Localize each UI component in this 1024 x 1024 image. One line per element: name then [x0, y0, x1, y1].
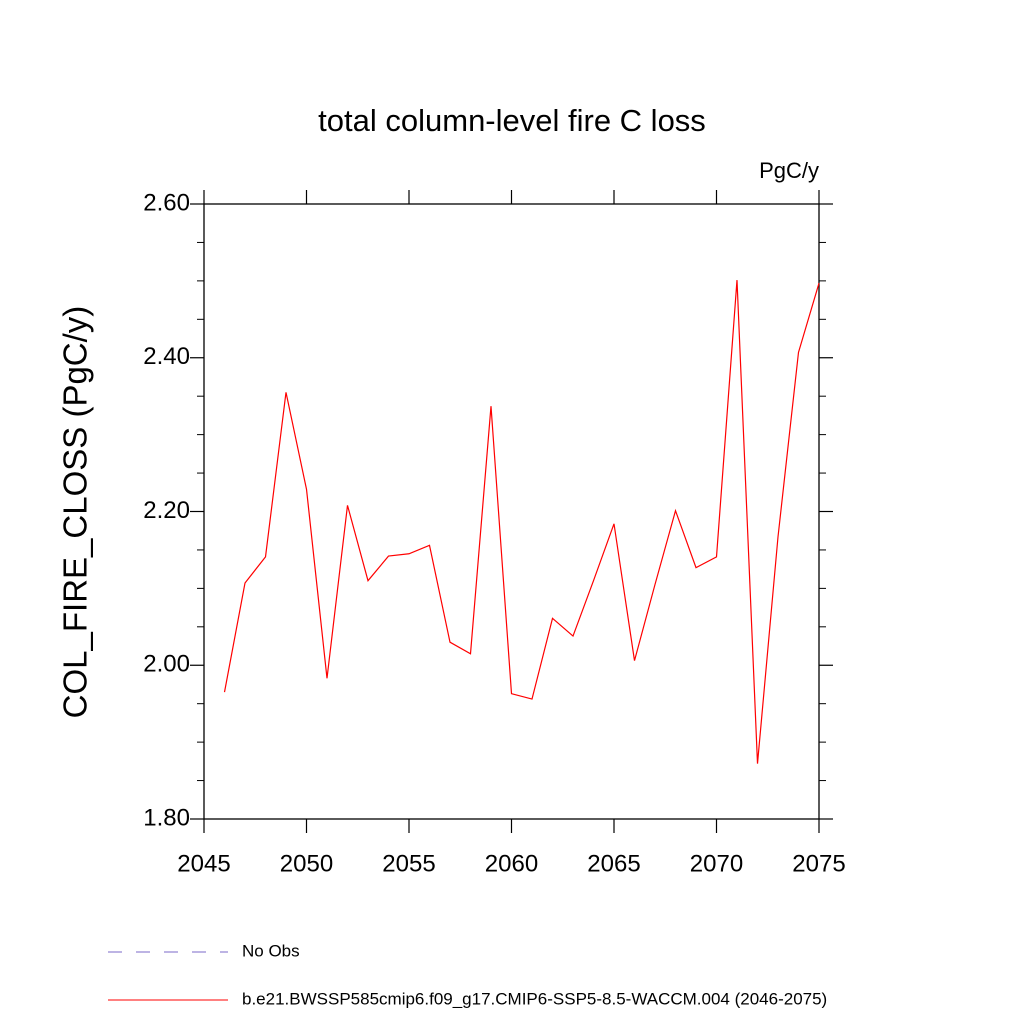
y-tick-label: 2.20	[143, 497, 190, 524]
units-label: PgC/y	[759, 158, 819, 183]
chart-title: total column-level fire C loss	[318, 103, 706, 138]
legend-label: No Obs	[242, 941, 300, 960]
legend-label: b.e21.BWSSP585cmip6.f09_g17.CMIP6-SSP5-8…	[242, 989, 827, 1008]
y-axis-label: COL_FIRE_CLOSS (PgC/y)	[57, 306, 94, 719]
x-tick-label: 2075	[792, 850, 845, 877]
x-tick-label: 2045	[177, 850, 230, 877]
x-tick-label: 2060	[485, 850, 538, 877]
x-tick-label: 2055	[382, 850, 435, 877]
y-tick-label: 2.60	[143, 189, 190, 216]
x-tick-label: 2050	[280, 850, 333, 877]
y-tick-label: 1.80	[143, 804, 190, 831]
y-tick-label: 2.00	[143, 651, 190, 678]
x-tick-label: 2065	[587, 850, 640, 877]
data-line	[223, 280, 820, 764]
y-tick-label: 2.40	[143, 343, 190, 370]
x-tick-label: 2070	[690, 850, 743, 877]
